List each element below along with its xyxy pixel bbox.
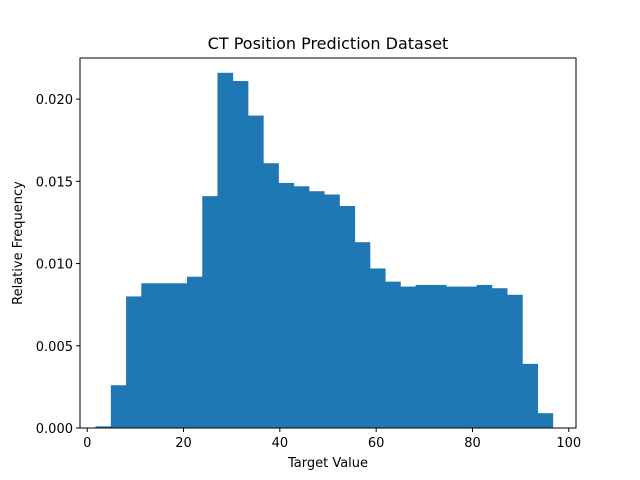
y-tick-label: 0.020 (36, 93, 73, 108)
histogram-bar (263, 163, 279, 429)
histogram-bar (110, 385, 127, 428)
y-tick-label: 0.015 (36, 175, 73, 190)
x-tick-label: 0 (83, 436, 91, 451)
histogram-bar (461, 286, 478, 428)
y-tick-label: 0.010 (36, 258, 73, 273)
histogram-bar (95, 426, 112, 428)
y-tick-label: 0.000 (36, 422, 73, 437)
histogram-bar (430, 284, 447, 428)
histogram-bar (324, 194, 340, 428)
histogram-bar (415, 284, 432, 428)
histogram-bar (187, 276, 203, 428)
histogram-bar (308, 191, 325, 428)
plot-frame (79, 57, 577, 429)
histogram-bar (247, 115, 264, 428)
x-axis-title: Target Value (287, 456, 368, 471)
x-tick-label: 80 (464, 436, 481, 451)
x-tick-label: 20 (175, 436, 192, 451)
histogram-bar (141, 283, 157, 428)
histogram-bar (491, 288, 508, 428)
histogram-bar (202, 196, 218, 428)
histogram-bar (156, 283, 173, 428)
histogram-bar (171, 283, 188, 428)
histogram-bar (385, 281, 401, 428)
histogram-bar (293, 186, 310, 428)
histogram-bar (278, 182, 295, 428)
histogram-bar (217, 72, 234, 429)
chart-title: CT Position Prediction Dataset (208, 34, 449, 53)
bars-group (95, 72, 554, 429)
histogram-bar (369, 268, 386, 428)
x-tick-label: 60 (368, 436, 385, 451)
histogram-bar (232, 81, 249, 429)
y-tick-label: 0.005 (36, 340, 73, 355)
histogram-bar (537, 413, 554, 428)
histogram-bar (354, 242, 371, 428)
histogram-bar (339, 206, 356, 428)
histogram-bar (126, 296, 142, 428)
histogram-bar (446, 286, 462, 428)
histogram-bar (507, 294, 523, 428)
x-tick-label: 100 (556, 436, 581, 451)
y-axis-title: Relative Frequency (11, 181, 26, 305)
histogram-bar (400, 286, 417, 428)
x-axis-ticks: 0 20 40 60 80 100 (83, 428, 581, 451)
x-tick-label: 40 (272, 436, 289, 451)
histogram-bar (522, 363, 538, 428)
y-axis-ticks: 0.000 0.005 0.010 0.015 0.020 (36, 93, 80, 437)
histogram-bar (476, 284, 493, 428)
